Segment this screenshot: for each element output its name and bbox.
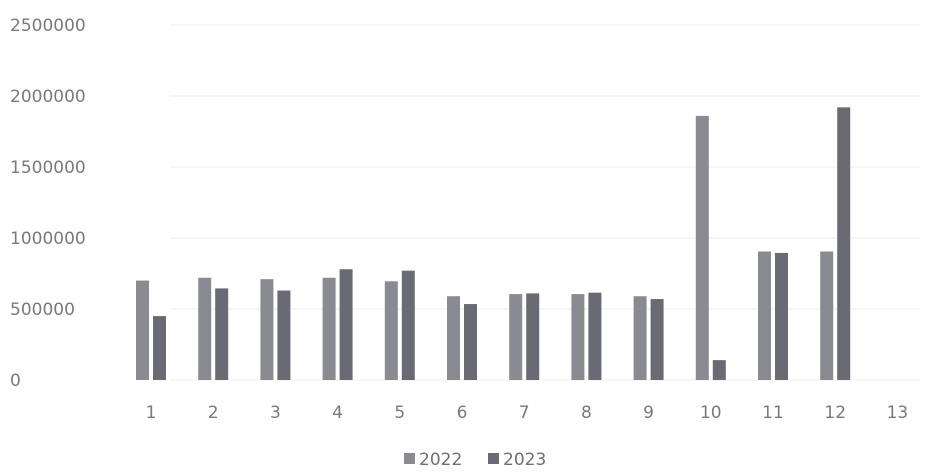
y-tick-label: 0 [10,371,21,391]
x-tick-label: 12 [824,403,846,423]
bars [136,107,851,381]
bar-2023-11 [775,252,788,380]
bar-2022-1 [136,280,149,380]
legend-swatch-2023 [488,453,499,464]
bar-2023-9 [650,299,664,380]
bar-2023-1 [153,316,166,380]
y-axis: 0 500000 1000000 1500000 2000000 2500000 [10,16,86,391]
y-tick-label: 1000000 [10,229,86,249]
bar-2022-9 [633,296,647,380]
gridlines [170,24,920,381]
x-tick-label: 11 [762,403,784,423]
x-tick-label: 5 [394,403,405,423]
y-tick-label: 1500000 [10,158,86,178]
bar-2022-10 [695,115,709,380]
x-tick-label: 7 [519,403,530,423]
x-tick-label: 10 [700,403,722,423]
bar-2022-12 [820,251,834,380]
bar-2022-7 [509,294,523,380]
bar-2023-8 [588,292,602,380]
bar-2023-10 [712,360,726,380]
bar-2022-3 [260,279,274,380]
y-tick-label: 2500000 [10,16,86,36]
legend-swatch-2022 [404,453,415,464]
x-tick-label: 13 [887,403,909,423]
legend-label: 2023 [503,450,546,470]
x-tick-label: 9 [643,403,654,423]
y-tick-label: 2000000 [10,87,86,107]
bar-2023-6 [464,304,477,380]
bar-2023-12 [837,107,851,381]
bar-2023-3 [277,290,291,380]
bar-2022-4 [322,277,336,380]
x-tick-label: 2 [208,403,219,423]
y-tick-label: 500000 [10,300,75,320]
bar-2023-4 [339,269,353,380]
x-tick-label: 6 [457,403,468,423]
x-tick-label: 3 [270,403,281,423]
bar-2023-5 [401,270,415,380]
x-axis: 1 2 3 4 5 6 7 8 9 10 11 12 13 [146,403,909,423]
bar-2022-6 [447,296,460,380]
x-tick-label: 4 [332,403,343,423]
bar-2022-2 [198,277,212,380]
bar-2022-11 [758,251,771,380]
bar-2022-8 [571,294,585,380]
bar-2023-2 [215,288,229,380]
bar-2023-7 [526,293,540,380]
x-tick-label: 8 [581,403,592,423]
bar-2022-5 [384,281,398,380]
legend-label: 2022 [419,450,462,470]
legend: 2022 2023 [404,450,546,470]
x-tick-label: 1 [146,403,157,423]
